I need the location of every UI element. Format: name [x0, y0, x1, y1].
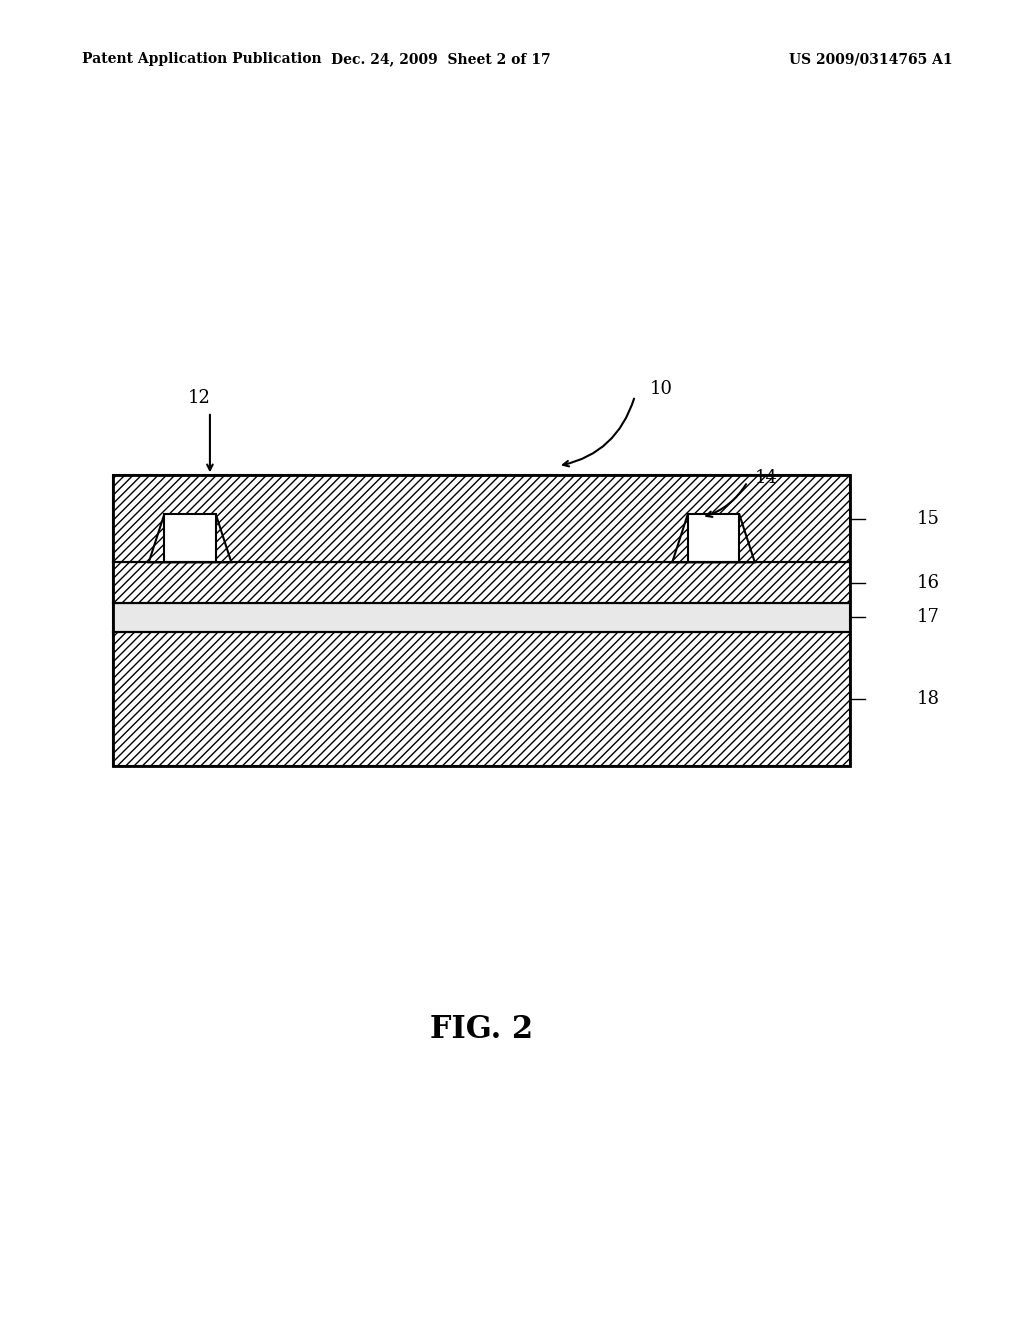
Text: FIG. 2: FIG. 2	[430, 1014, 532, 1045]
Text: 10: 10	[650, 380, 673, 399]
Polygon shape	[113, 603, 850, 632]
Bar	[113, 475, 850, 766]
Text: 17: 17	[916, 609, 939, 627]
Text: Patent Application Publication: Patent Application Publication	[82, 53, 322, 66]
Polygon shape	[113, 475, 850, 562]
Text: Dec. 24, 2009  Sheet 2 of 17: Dec. 24, 2009 Sheet 2 of 17	[331, 53, 550, 66]
Text: US 2009/0314765 A1: US 2009/0314765 A1	[788, 53, 952, 66]
Text: 16: 16	[916, 574, 939, 591]
Polygon shape	[672, 515, 755, 562]
Polygon shape	[148, 515, 231, 562]
Text: 12: 12	[188, 388, 211, 407]
Text: 18: 18	[916, 690, 939, 708]
Text: 14: 14	[755, 469, 777, 487]
Polygon shape	[688, 515, 739, 562]
Polygon shape	[113, 562, 850, 603]
Polygon shape	[113, 632, 850, 766]
Text: 15: 15	[916, 510, 939, 528]
Polygon shape	[164, 515, 216, 562]
